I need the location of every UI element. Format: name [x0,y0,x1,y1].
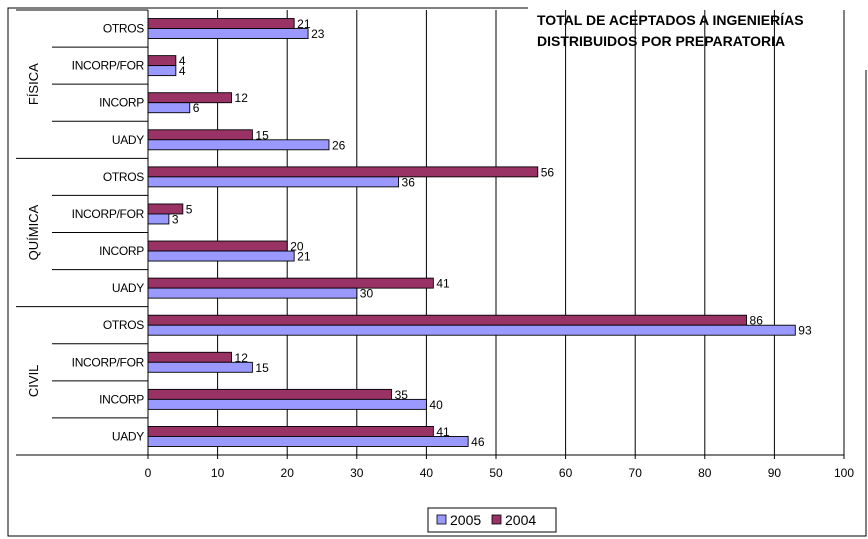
bar-2005-11 [147,436,469,447]
bar-2004-8 [147,314,748,326]
x-tick-label-0: 0 [145,466,152,480]
bar-2004-4 [147,166,539,178]
bar-2005-7 [147,287,358,299]
category-label-2: INCORP [99,96,144,110]
x-tick-label-10: 10 [211,466,225,480]
data-label-2004-0: 21 [297,17,311,31]
data-label-2005-7: 30 [360,287,374,301]
category-label-0: OTROS [103,22,144,36]
data-label-2005-9: 15 [255,361,269,375]
data-label-2004-4: 56 [541,165,555,179]
title-background [528,4,868,70]
bar-2004-1 [147,55,177,67]
data-label-2005-8: 93 [798,324,812,338]
gridlines [217,10,845,455]
data-label-2004-10: 35 [395,388,409,402]
bar-2005-0 [147,28,309,39]
category-label-10: INCORP [99,392,144,406]
legend: 2005 2004 [427,507,557,533]
bar-2004-10 [147,388,393,400]
category-label-1: INCORP/FOR [72,59,145,73]
chart-area-border [7,7,867,537]
data-label-2004-11: 41 [436,425,450,439]
bar-2005-1 [147,65,177,77]
bar-2005-6 [147,250,295,262]
x-tick-label-20: 20 [281,466,295,480]
chart-title-line-2: DISTRIBUIDOS POR PREPARATORIA [537,33,785,49]
data-label-2004-5: 5 [186,202,193,216]
legend-entry-2004: 2004 [505,512,536,528]
category-label-8: OTROS [103,318,144,332]
bar-2004-7 [147,277,434,289]
bar-2004-11 [147,426,434,437]
labels: 2123441261526563653202141308693121535404… [26,17,854,480]
legend-swatch-2005 [436,514,447,525]
category-label-7: UADY [112,281,144,295]
data-label-2004-3: 15 [255,128,269,142]
x-tick-label-40: 40 [420,466,434,480]
category-label-4: OTROS [103,170,144,184]
x-tick-label-50: 50 [489,466,503,480]
chart-title-line-1: TOTAL DE ACEPTADOS A INGENIERÍAS [537,12,804,28]
x-tick-label-80: 80 [698,466,712,480]
data-label-2004-2: 12 [235,91,249,105]
data-label-2005-2: 6 [193,101,200,115]
bar-2004-3 [147,129,253,141]
data-label-2005-1: 4 [179,64,186,78]
data-label-2005-0: 23 [311,27,325,41]
bar-2005-10 [147,398,427,410]
data-label-2005-4: 36 [402,175,416,189]
group-label-2: CIVIL [26,365,41,398]
group-label-0: FÍSICA [26,63,41,105]
data-label-2005-10: 40 [429,398,443,412]
group-label-1: QUÍMICA [26,204,41,260]
bar-2005-2 [147,102,191,114]
data-label-2004-7: 41 [436,277,450,291]
category-label-9: INCORP/FOR [72,355,145,369]
data-label-2005-11: 46 [471,435,485,449]
category-label-6: INCORP [99,244,144,258]
data-label-2005-6: 21 [297,250,311,264]
x-tick-label-90: 90 [768,466,782,480]
x-tick-label-70: 70 [629,466,643,480]
x-tick-label-100: 100 [834,466,854,480]
data-label-2004-6: 20 [290,240,304,254]
category-label-5: INCORP/FOR [72,207,145,221]
bar-2005-5 [147,213,170,225]
bar-2005-4 [147,176,400,188]
bar-2004-2 [147,92,232,104]
bar-2004-0 [147,18,295,29]
legend-entry-2005: 2005 [450,512,481,528]
bar-2005-8 [147,324,796,336]
data-label-2004-8: 86 [750,314,764,328]
legend-swatch-2004 [491,514,502,525]
category-label-11: UADY [112,429,144,443]
data-label-2004-9: 12 [235,351,249,365]
data-label-2004-1: 4 [179,54,186,68]
bar-2005-3 [147,139,330,151]
data-label-2005-3: 26 [332,138,346,152]
x-tick-label-60: 60 [559,466,573,480]
bar-2004-9 [147,351,232,363]
bars [147,18,796,447]
data-label-2005-5: 3 [172,212,179,226]
category-label-3: UADY [112,133,144,147]
x-tick-label-30: 30 [350,466,364,480]
bar-2004-6 [147,240,288,252]
axes [16,9,845,459]
